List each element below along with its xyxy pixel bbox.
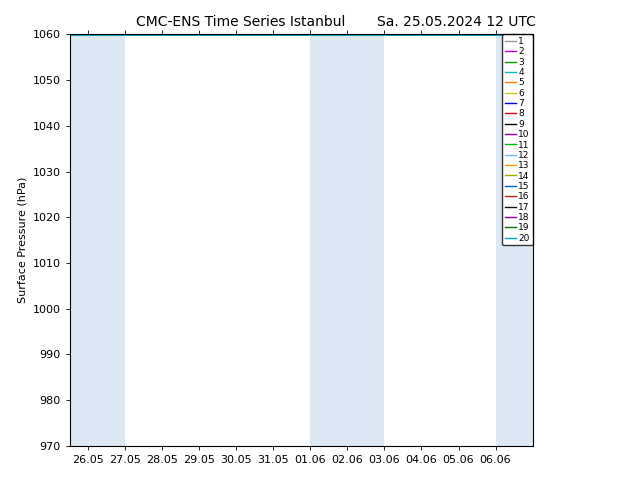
Text: Sa. 25.05.2024 12 UTC: Sa. 25.05.2024 12 UTC xyxy=(377,15,536,29)
Bar xyxy=(496,34,533,446)
Text: CMC-ENS Time Series Istanbul: CMC-ENS Time Series Istanbul xyxy=(136,15,346,29)
Y-axis label: Surface Pressure (hPa): Surface Pressure (hPa) xyxy=(17,177,27,303)
Bar xyxy=(70,34,126,446)
Legend: 1, 2, 3, 4, 5, 6, 7, 8, 9, 10, 11, 12, 13, 14, 15, 16, 17, 18, 19, 20: 1, 2, 3, 4, 5, 6, 7, 8, 9, 10, 11, 12, 1… xyxy=(502,34,533,245)
Bar xyxy=(311,34,384,446)
